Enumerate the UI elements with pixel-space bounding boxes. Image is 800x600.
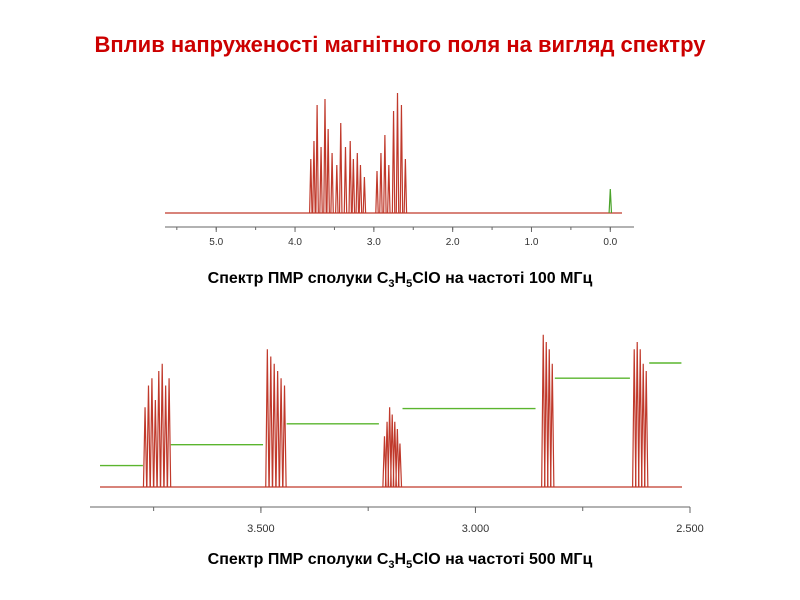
spectrum-peak	[275, 370, 280, 488]
spectrum-peak	[348, 140, 353, 214]
spectrum-peak	[391, 110, 396, 214]
spectrum-peak	[547, 349, 552, 488]
x-tick-label: 3.500	[247, 523, 275, 535]
caption-suffix: ClO на частоті 100 МГц	[412, 270, 593, 287]
spectrum-peak	[550, 363, 555, 488]
spectrum-peak	[351, 158, 356, 214]
spectrum-peak	[362, 176, 367, 214]
spectrum-peak	[272, 363, 277, 488]
spectrum-caption-500mhz: Спектр ПМР сполуки C3H5ClO на частоті 50…	[0, 551, 800, 571]
x-tick-label: 3.0	[367, 237, 381, 248]
spectrum-peak	[338, 122, 343, 214]
spectrum-peak	[160, 363, 165, 488]
x-tick-label: 2.500	[676, 523, 704, 535]
spectrum-peak	[163, 385, 168, 488]
spectrum-peak	[395, 428, 400, 488]
spectrum-peak	[343, 146, 348, 214]
spectrum-peak	[312, 140, 316, 214]
spectrum-peak	[315, 104, 319, 214]
spectrum-peak	[319, 146, 323, 214]
x-tick-label: 0.0	[603, 237, 617, 248]
x-tick-label: 1.0	[525, 237, 539, 248]
caption-prefix: Спектр ПМР сполуки C	[207, 551, 389, 568]
caption-suffix: ClO на частоті 500 МГц	[412, 551, 593, 568]
spectrum-peak	[379, 152, 383, 214]
spectrum-peak	[608, 188, 613, 214]
spectrum-peak	[146, 385, 151, 488]
spectrum-peak	[142, 407, 148, 488]
spectrum-peak	[641, 363, 646, 488]
x-tick-label: 5.0	[209, 237, 223, 248]
spectrum-peak	[638, 349, 643, 488]
caption-element: H	[394, 551, 407, 568]
spectrum-peak	[153, 399, 158, 488]
spectrum-peak	[632, 349, 637, 488]
spectrum-peak	[383, 134, 387, 214]
spectrum-peak	[323, 98, 327, 214]
spectrum-peak	[399, 104, 404, 214]
spectrum-peak	[541, 334, 546, 488]
spectrum-peak	[326, 128, 330, 214]
caption-subscript: 3	[388, 278, 395, 290]
spectrum-peak	[395, 92, 400, 214]
spectrum-caption-100mhz: Спектр ПМР сполуки C3H5ClO на частоті 10…	[0, 270, 800, 290]
spectrum-peak	[544, 341, 549, 488]
spectrum-peak	[282, 385, 287, 488]
spectrum-peak	[278, 378, 284, 488]
spectrum-peak	[268, 356, 273, 488]
spectrum-peak	[156, 370, 161, 488]
caption-subscript: 5	[406, 278, 413, 290]
spectrum-peak	[387, 164, 391, 214]
x-tick-label: 3.000	[462, 523, 490, 535]
spectrum-peak	[335, 164, 339, 214]
caption-element: H	[394, 270, 407, 287]
spectrum-peak	[375, 170, 379, 214]
spectrum-peak	[358, 164, 363, 214]
spectrum-peak	[330, 152, 334, 214]
x-tick-label: 4.0	[288, 237, 302, 248]
spectrum-peak	[149, 378, 155, 488]
page-title: Вплив напруженості магнітного поля на ви…	[94, 32, 706, 57]
spectrum-peak	[309, 158, 313, 214]
spectrum-peak	[166, 378, 172, 488]
spectrum-peak	[265, 349, 270, 488]
spectrum-peak	[355, 152, 360, 214]
spectrum-peak	[397, 443, 403, 488]
caption-subscript: 3	[388, 559, 395, 571]
caption-prefix: Спектр ПМР сполуки C	[207, 270, 389, 287]
x-tick-label: 2.0	[446, 237, 460, 248]
spectrum-peak	[403, 158, 408, 214]
spectrum-peak	[644, 370, 649, 488]
spectrum-peak	[635, 341, 640, 488]
caption-subscript: 5	[406, 559, 413, 571]
